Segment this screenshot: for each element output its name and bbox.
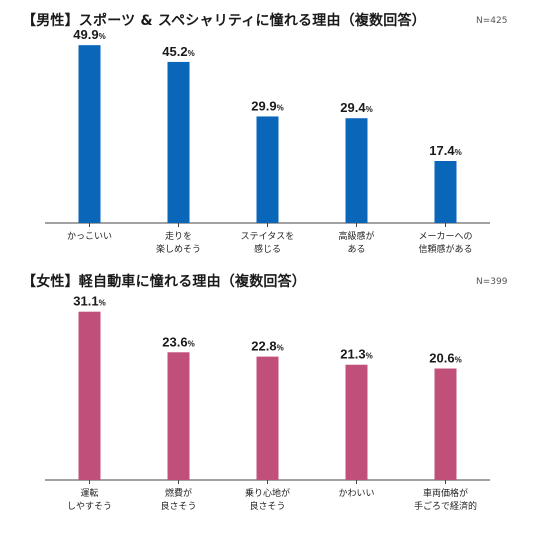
category-label: 高級感がある	[338, 230, 374, 255]
data-label: 45.2%	[162, 44, 194, 59]
category-label: ステイタスを感じる	[241, 231, 295, 255]
sample-size-male: N=425	[476, 16, 508, 26]
category-label: メーカーへの信頼感がある	[418, 231, 472, 255]
bar	[345, 364, 368, 480]
bar	[78, 45, 101, 223]
data-label: 20.6%	[429, 351, 461, 366]
category-label: かわいい	[338, 488, 374, 499]
data-label: 31.1%	[73, 294, 105, 309]
category-label: かっこいい	[67, 231, 112, 242]
data-label: 29.9%	[251, 98, 283, 113]
chart-title-female: 【女性】軽自動車に憧れる理由（複数回答）	[22, 274, 306, 290]
bar	[167, 61, 190, 223]
bar	[256, 356, 279, 480]
bar	[434, 368, 457, 480]
data-label: 29.4%	[340, 100, 372, 115]
data-label: 17.4%	[429, 143, 461, 158]
bar	[167, 352, 190, 480]
category-label: 走りを楽しめそう	[156, 231, 201, 255]
category-label: 燃費が良さそう	[160, 487, 196, 512]
data-label: 49.9%	[73, 27, 105, 42]
data-label: 23.6%	[162, 334, 194, 349]
category-label: 車両価格が手ごろで経済的	[414, 487, 477, 512]
bar	[78, 311, 101, 480]
bar	[434, 160, 457, 223]
bar	[256, 116, 279, 223]
category-label: 運転しやすそう	[67, 488, 112, 512]
sample-size-female: N=399	[476, 277, 508, 287]
chart-title-male: 【男性】スポーツ & スペシャリティに憧れる理由（複数回答）	[22, 13, 426, 29]
bar	[345, 118, 368, 223]
bar-chart-male: 49.9% かっこいい 45.2% 走りを楽しめそう 29.9% ステイタスを感じる 29.…	[45, 27, 490, 255]
data-label: 21.3%	[340, 347, 372, 362]
data-label: 22.8%	[251, 339, 283, 354]
category-label: 乗り心地が良さそう	[245, 487, 290, 512]
